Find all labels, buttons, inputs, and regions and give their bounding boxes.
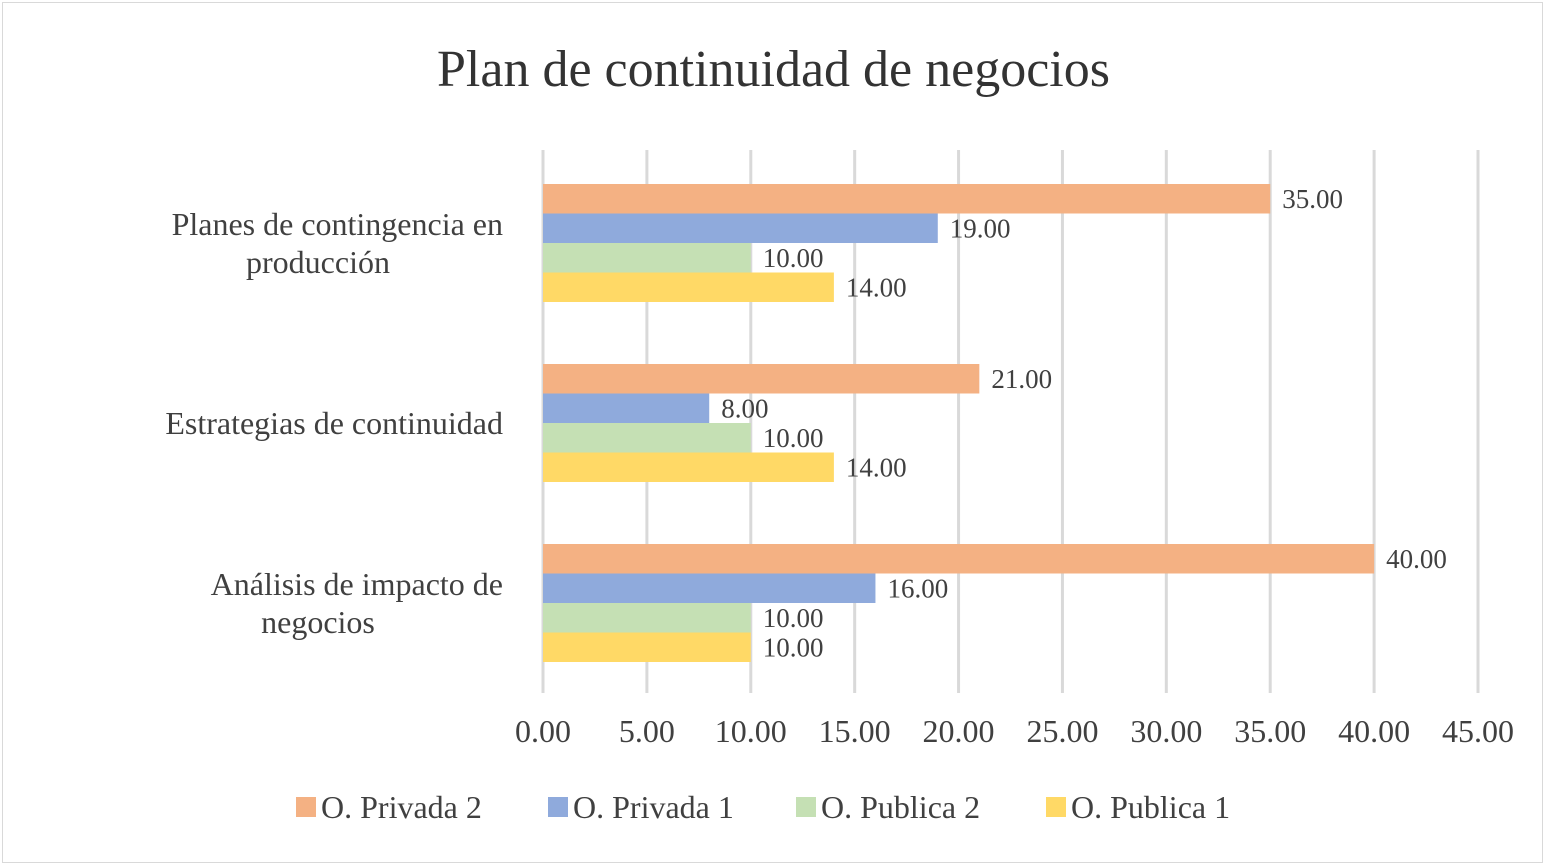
legend-label: O. Publica 2 xyxy=(821,789,980,825)
chart-title: Plan de continuidad de negocios xyxy=(437,41,1110,98)
data-label: 35.00 xyxy=(1282,184,1343,214)
x-tick-label: 10.00 xyxy=(715,713,787,749)
legend-swatch xyxy=(1046,797,1066,817)
bar-o-privada-2 xyxy=(543,544,1375,574)
bar-o-publica-2 xyxy=(543,423,751,453)
bar-o-privada-1 xyxy=(543,573,876,603)
legend-swatch xyxy=(548,797,568,817)
bar-o-privada-1 xyxy=(543,213,938,243)
bar-o-publica-2 xyxy=(543,243,751,273)
bar-o-publica-2 xyxy=(543,603,751,633)
legend-label: O. Publica 1 xyxy=(1071,789,1230,825)
legend-swatch xyxy=(296,797,316,817)
x-tick-label: 20.00 xyxy=(923,713,995,749)
bar-o-privada-2 xyxy=(543,364,980,394)
data-label: 21.00 xyxy=(991,364,1052,394)
legend-swatch xyxy=(796,797,816,817)
x-tick-label: 35.00 xyxy=(1234,713,1306,749)
x-tick-label: 5.00 xyxy=(619,713,675,749)
x-tick-label: 25.00 xyxy=(1026,713,1098,749)
data-label: 10.00 xyxy=(763,423,824,453)
data-label: 8.00 xyxy=(721,393,768,423)
bar-o-privada-1 xyxy=(543,393,710,423)
legend-label: O. Privada 2 xyxy=(321,789,482,825)
data-label: 10.00 xyxy=(763,243,824,273)
legend-label: O. Privada 1 xyxy=(573,789,734,825)
x-tick-label: 40.00 xyxy=(1338,713,1410,749)
data-label: 14.00 xyxy=(846,452,907,482)
data-label: 10.00 xyxy=(763,603,824,633)
data-label: 19.00 xyxy=(950,213,1011,243)
data-label: 16.00 xyxy=(887,573,948,603)
bar-o-privada-2 xyxy=(543,184,1271,214)
bar-o-publica-1 xyxy=(543,452,834,482)
data-label: 14.00 xyxy=(846,272,907,302)
data-label: 40.00 xyxy=(1386,544,1447,574)
x-tick-label: 30.00 xyxy=(1130,713,1202,749)
bar-o-publica-1 xyxy=(543,632,751,662)
x-tick-label: 45.00 xyxy=(1442,713,1514,749)
data-label: 10.00 xyxy=(763,632,824,662)
bar-o-publica-1 xyxy=(543,272,834,302)
category-label: Estrategias de continuidad xyxy=(165,405,503,441)
x-tick-label: 15.00 xyxy=(819,713,891,749)
category-label: Análisis de impacto de negocios xyxy=(211,566,503,640)
category-label: Planes de contingencia en producción xyxy=(172,206,503,280)
x-tick-label: 0.00 xyxy=(515,713,571,749)
